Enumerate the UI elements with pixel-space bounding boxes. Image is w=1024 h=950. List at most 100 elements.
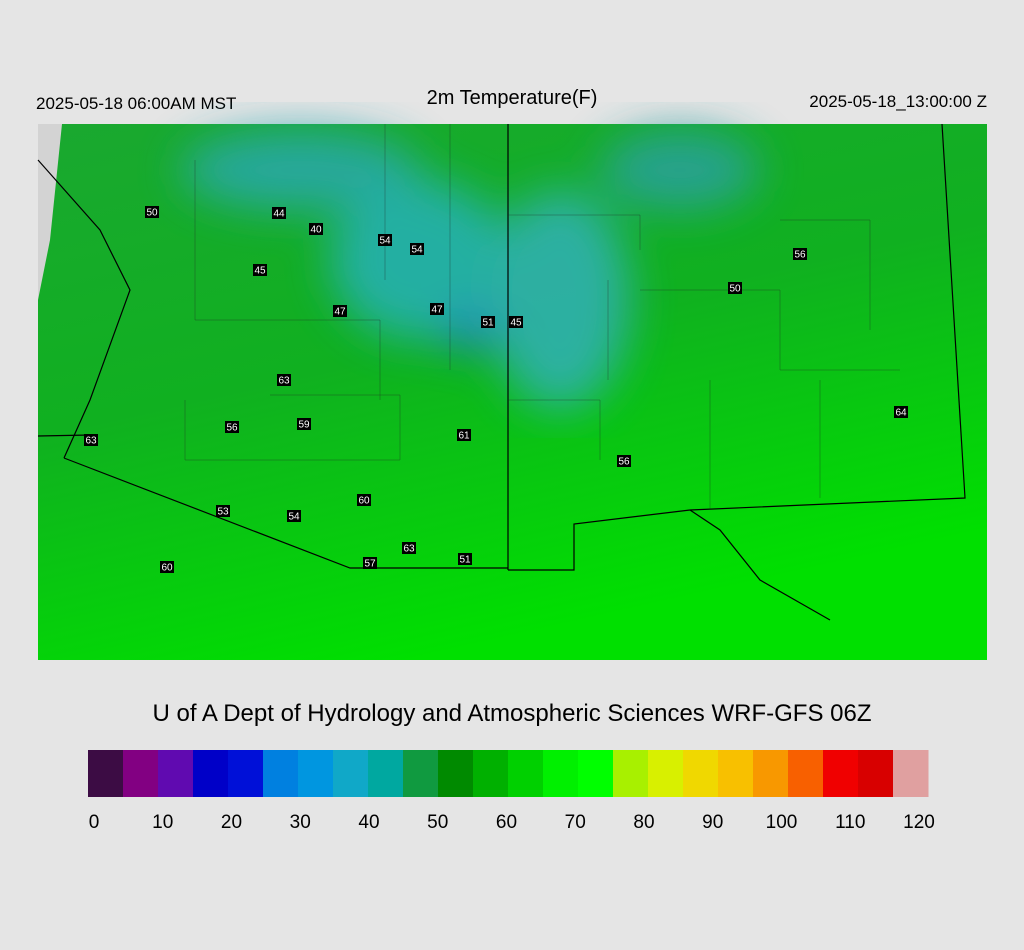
station-box — [481, 316, 495, 328]
colorbar-label: 40 — [358, 812, 379, 833]
station-box — [793, 248, 807, 260]
station-value: 63 — [403, 544, 415, 555]
station-value: 60 — [358, 496, 370, 507]
stations: 50 44 40 54 54 45 47 47 51 45 63 56 59 61 63 60 53 54 63 57… — [84, 206, 908, 574]
station-value: 54 — [411, 245, 423, 256]
color-swatch — [543, 750, 579, 797]
color-swatch — [823, 750, 859, 797]
station-box — [402, 542, 416, 554]
colorbar-label: 50 — [427, 812, 448, 833]
station-box — [225, 421, 239, 433]
color-swatch — [508, 750, 544, 797]
station-value: 40 — [310, 225, 322, 236]
station-value: 47 — [431, 305, 443, 316]
station-value: 57 — [364, 559, 376, 570]
station-value: 50 — [146, 208, 158, 219]
colorbar-label: 70 — [565, 812, 586, 833]
station-value: 63 — [85, 436, 97, 447]
color-swatch — [718, 750, 754, 797]
color-swatch — [438, 750, 474, 797]
colorbar: 0 10 20 30 40 50 60 70 80 90 100 110 120 — [88, 750, 935, 833]
county-lines — [184, 124, 900, 510]
color-swatch — [648, 750, 684, 797]
color-swatch — [613, 750, 649, 797]
station-value: 51 — [459, 555, 471, 566]
colorbar-label: 100 — [766, 812, 798, 833]
station-value: 61 — [458, 431, 470, 442]
map — [37, 123, 987, 660]
borders — [37, 123, 966, 621]
station-box — [145, 206, 159, 218]
station-value: 54 — [288, 512, 300, 523]
station-value: 53 — [217, 507, 229, 518]
station-value: 59 — [298, 420, 310, 431]
station-value: 64 — [895, 408, 907, 419]
color-swatch — [858, 750, 894, 797]
color-swatch — [263, 750, 299, 797]
station-box — [617, 455, 631, 467]
station-box — [287, 510, 301, 522]
color-swatch — [123, 750, 159, 797]
station-box — [410, 243, 424, 255]
station-box — [728, 282, 742, 294]
station-box — [357, 494, 371, 506]
station-value: 45 — [510, 318, 522, 329]
field — [38, 124, 987, 660]
color-swatch — [368, 750, 404, 797]
station-box — [430, 303, 444, 315]
credit: U of A Dept of Hydrology and Atmospheric… — [153, 700, 872, 727]
station-box — [272, 207, 286, 219]
colorbar-label: 120 — [903, 812, 935, 833]
station-box — [458, 553, 472, 565]
colorbar-label: 110 — [835, 812, 865, 833]
utc-time: 2025-05-18_13:00:00 Z — [809, 92, 987, 111]
map-title: 2m Temperature(F) — [427, 87, 598, 109]
station-box — [363, 557, 377, 569]
colorbar-label: 80 — [633, 812, 654, 833]
station-value: 54 — [379, 236, 391, 247]
color-swatch — [683, 750, 719, 797]
color-swatch — [473, 750, 509, 797]
station-box — [160, 561, 174, 573]
color-swatch — [228, 750, 264, 797]
station-value: 60 — [161, 563, 173, 574]
color-swatch — [753, 750, 789, 797]
station-value: 47 — [334, 307, 346, 318]
color-swatch — [298, 750, 334, 797]
station-box — [894, 406, 908, 418]
color-swatch — [88, 750, 124, 797]
station-box — [333, 305, 347, 317]
station-box — [378, 234, 392, 246]
station-value: 56 — [794, 250, 806, 261]
station-value: 56 — [226, 423, 238, 434]
station-value: 50 — [729, 284, 741, 295]
color-swatch — [578, 750, 614, 797]
station-box — [277, 374, 291, 386]
station-box — [297, 418, 311, 430]
colorbar-label: 90 — [702, 812, 723, 833]
station-box — [509, 316, 523, 328]
color-swatch — [333, 750, 369, 797]
station-value: 45 — [254, 266, 266, 277]
colorbar-label: 0 — [89, 812, 100, 833]
color-swatch — [893, 750, 929, 797]
color-swatch — [788, 750, 824, 797]
valid-time: 2025-05-18 06:00AM MST — [36, 94, 236, 113]
station-box — [309, 223, 323, 235]
station-box — [84, 434, 98, 446]
station-value: 56 — [618, 457, 630, 468]
colorbar-label: 60 — [496, 812, 517, 833]
colorbar-label: 20 — [221, 812, 242, 833]
color-swatch — [193, 750, 229, 797]
station-box — [216, 505, 230, 517]
color-swatch — [158, 750, 194, 797]
colorbar-label: 30 — [290, 812, 311, 833]
color-swatch — [403, 750, 439, 797]
station-box — [457, 429, 471, 441]
station-value: 63 — [278, 376, 290, 387]
station-box — [253, 264, 267, 276]
colorbar-label: 10 — [152, 812, 173, 833]
station-value: 44 — [273, 209, 285, 220]
station-value: 51 — [482, 318, 494, 329]
